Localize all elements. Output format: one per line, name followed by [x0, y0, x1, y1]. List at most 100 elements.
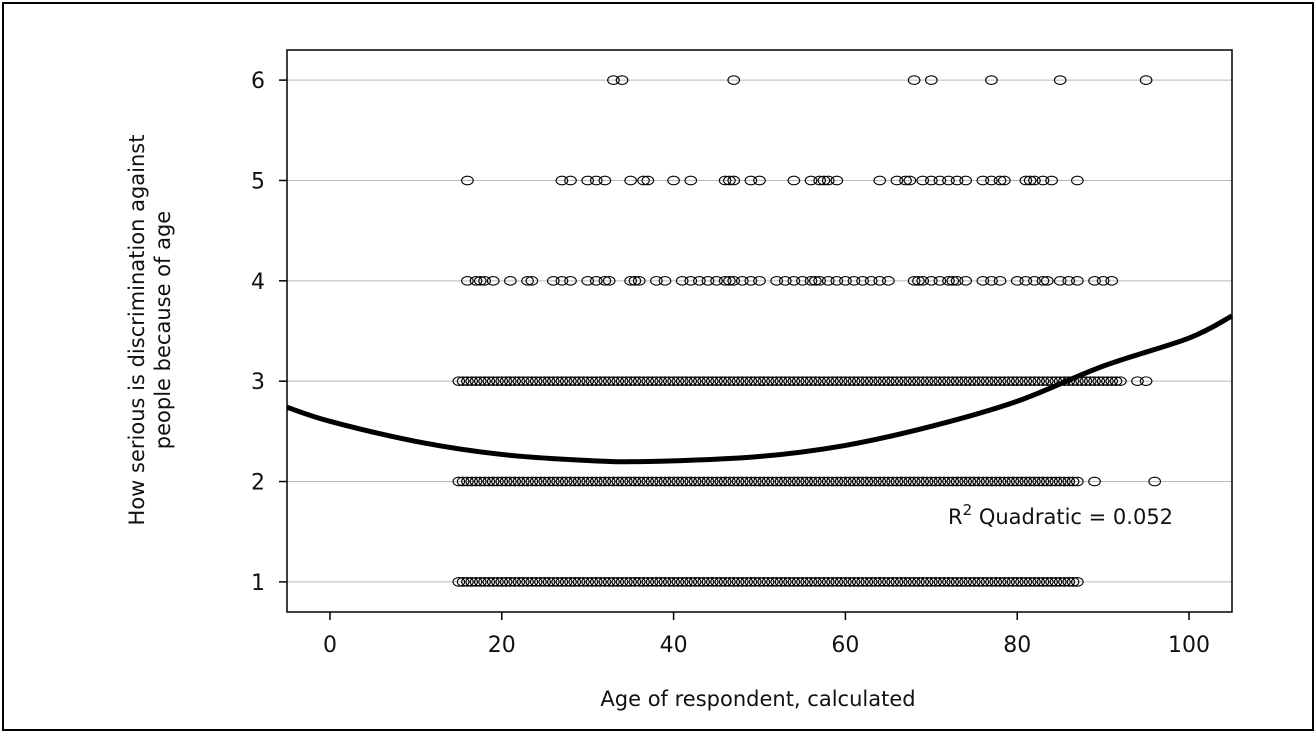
data-point — [869, 577, 882, 587]
x-axis-title: Age of respondent, calculated — [600, 687, 915, 711]
data-point — [589, 175, 603, 186]
data-point — [589, 476, 603, 487]
data-point — [1139, 75, 1153, 85]
data-point — [985, 376, 998, 387]
data-point — [804, 376, 818, 387]
data-point — [924, 476, 938, 487]
data-point — [564, 175, 577, 186]
data-point — [787, 275, 801, 286]
data-point — [980, 476, 994, 487]
data-point — [1071, 175, 1084, 186]
data-point — [864, 275, 878, 286]
data-point — [890, 175, 904, 186]
data-point — [534, 376, 547, 387]
data-point — [744, 376, 758, 387]
data-point — [645, 476, 659, 487]
data-point — [1032, 577, 1046, 587]
data-point — [770, 376, 784, 387]
data-point — [641, 175, 655, 186]
data-point — [864, 476, 878, 487]
data-point — [882, 577, 895, 587]
data-point — [594, 577, 607, 587]
data-point — [916, 476, 930, 487]
data-point — [619, 476, 633, 487]
data-point — [744, 175, 758, 186]
data-point — [710, 577, 723, 587]
data-point — [1019, 476, 1033, 487]
data-point — [796, 577, 809, 587]
data-point — [529, 376, 543, 387]
data-point — [1015, 577, 1028, 587]
data-point — [705, 476, 719, 487]
data-point — [564, 476, 577, 487]
data-point — [1066, 577, 1080, 587]
data-point — [718, 175, 732, 186]
data-point — [572, 376, 586, 387]
data-point — [632, 376, 646, 387]
data-point — [1088, 376, 1101, 387]
data-point — [568, 577, 582, 587]
data-point — [1002, 376, 1015, 387]
data-point — [551, 376, 564, 387]
data-point — [834, 476, 848, 487]
data-point — [817, 376, 831, 387]
data-point — [770, 476, 784, 487]
data-point — [461, 275, 474, 286]
data-point — [955, 577, 968, 587]
data-point — [504, 476, 517, 487]
data-point — [525, 577, 539, 587]
data-point — [830, 476, 844, 487]
data-point — [847, 275, 861, 286]
data-point — [787, 577, 801, 587]
data-point — [577, 476, 590, 487]
data-point — [963, 476, 977, 487]
data-point — [546, 577, 560, 587]
data-point — [594, 376, 607, 387]
data-point — [718, 275, 732, 286]
data-point — [864, 577, 878, 587]
data-point — [882, 275, 895, 286]
data-point — [1028, 376, 1041, 387]
data-point — [787, 175, 801, 186]
data-point — [727, 75, 741, 85]
data-point — [950, 275, 964, 286]
data-point — [534, 476, 547, 487]
data-point — [753, 275, 766, 286]
x-tick-label-20: 20 — [488, 633, 516, 658]
data-point — [744, 275, 758, 286]
data-point — [1036, 376, 1050, 387]
y-axis-title-line-1: How serious is discrimination against — [125, 135, 149, 526]
data-point — [748, 476, 762, 487]
data-point — [538, 376, 552, 387]
data-point — [882, 376, 895, 387]
data-point — [839, 476, 852, 487]
data-point — [473, 376, 487, 387]
data-point — [942, 577, 955, 587]
data-point — [714, 476, 728, 487]
data-point — [1023, 175, 1037, 186]
data-point — [585, 376, 599, 387]
data-point — [675, 275, 689, 286]
data-point — [937, 376, 951, 387]
data-point — [521, 577, 534, 587]
data-point — [615, 75, 629, 85]
data-point — [804, 175, 818, 186]
data-point — [1032, 476, 1046, 487]
data-point — [504, 577, 517, 587]
data-point — [886, 577, 900, 587]
data-point — [821, 175, 835, 186]
data-point — [624, 476, 637, 487]
data-point — [1010, 476, 1024, 487]
data-point — [675, 476, 689, 487]
data-point — [559, 476, 573, 487]
x-tick-label-0: 0 — [323, 633, 337, 658]
data-point — [499, 577, 513, 587]
data-point — [684, 577, 698, 587]
data-point — [491, 476, 504, 487]
data-point — [628, 476, 642, 487]
data-point — [598, 577, 612, 587]
data-point — [714, 376, 728, 387]
data-point — [693, 476, 706, 487]
data-point — [731, 577, 745, 587]
